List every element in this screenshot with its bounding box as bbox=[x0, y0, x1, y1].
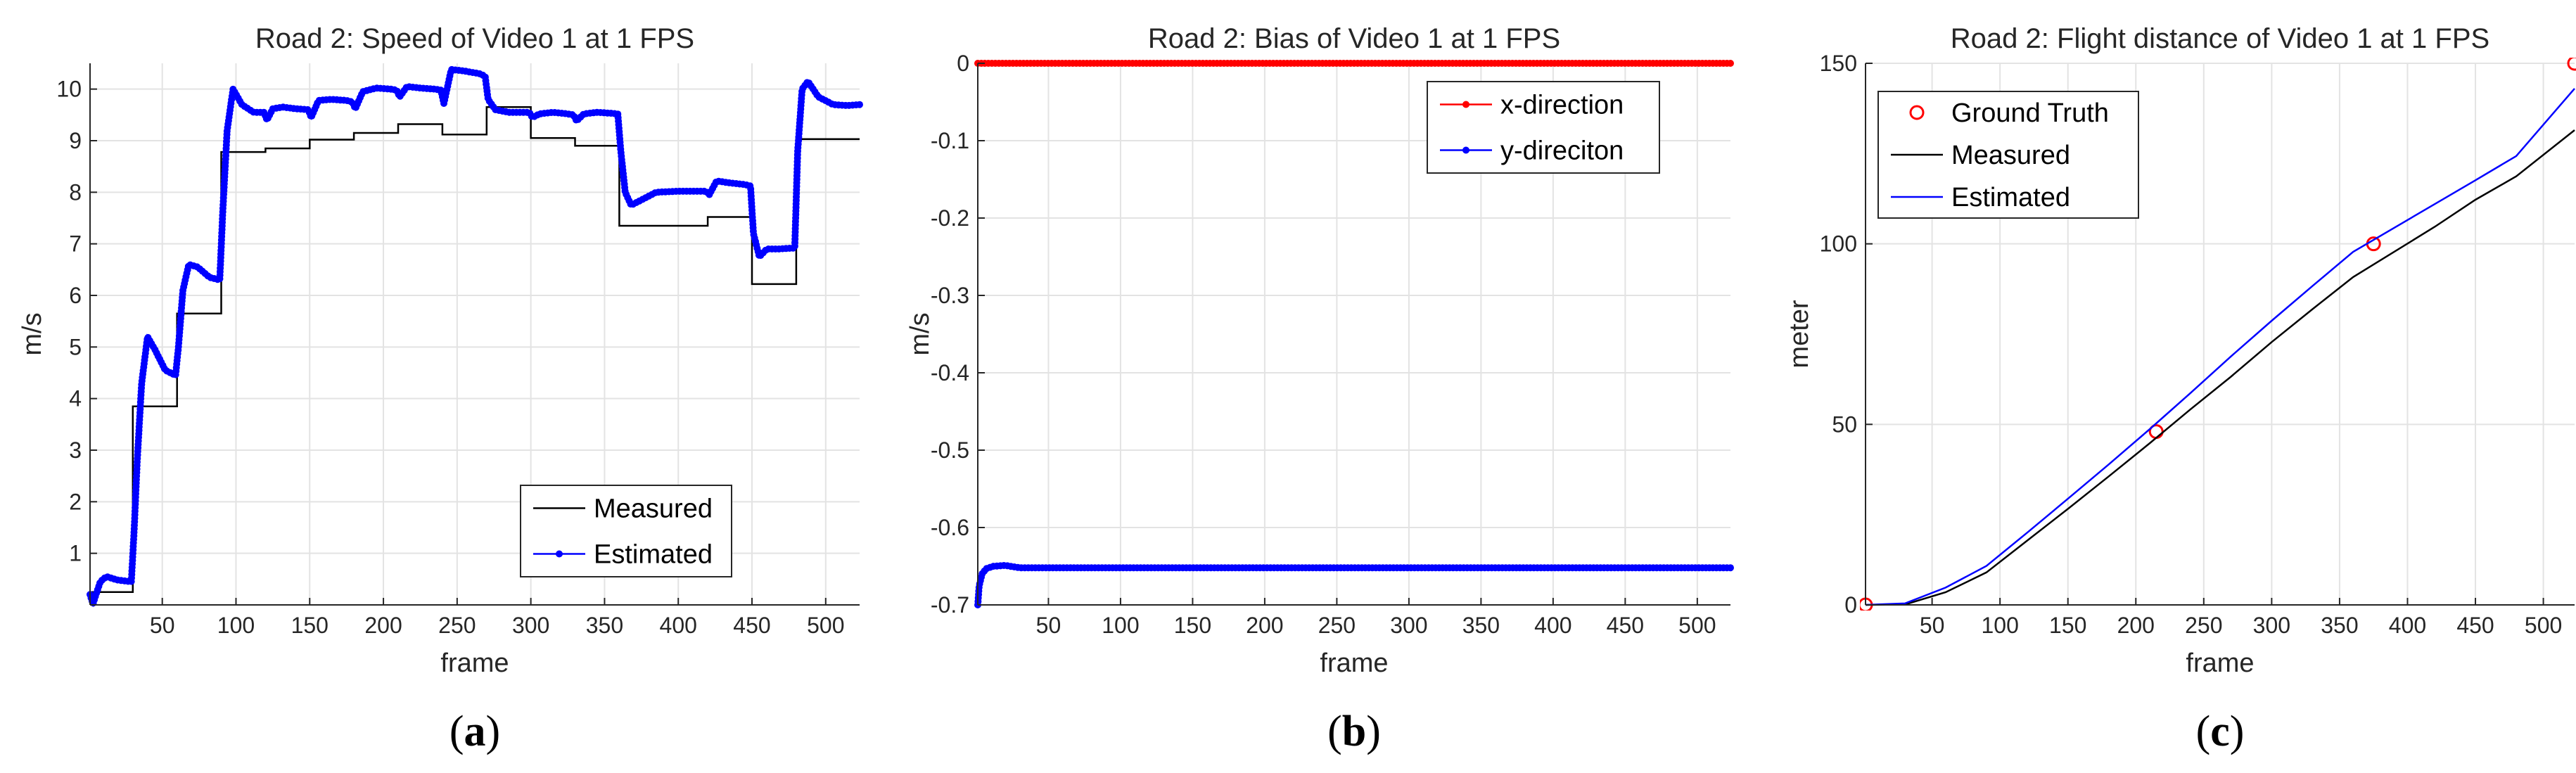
x-tick-label: 250 bbox=[1318, 613, 1356, 638]
legend-marker bbox=[556, 550, 563, 558]
y-tick-label: -0.2 bbox=[931, 205, 969, 231]
x-tick-label: 400 bbox=[1534, 613, 1571, 638]
y-tick-label: -0.6 bbox=[931, 515, 969, 540]
panel-label: (a) bbox=[449, 708, 500, 755]
legend-label: Ground Truth bbox=[1951, 98, 2109, 128]
plot-area bbox=[90, 63, 860, 605]
x-axis-label: frame bbox=[1320, 649, 1388, 678]
y-tick-label: 10 bbox=[56, 77, 82, 102]
series-measured-line bbox=[1865, 129, 2575, 606]
y-tick-label: 2 bbox=[69, 489, 82, 514]
y-tick-label: 8 bbox=[69, 179, 82, 205]
y-tick-label: 0 bbox=[957, 51, 969, 76]
series-y-direciton-marker bbox=[1727, 564, 1734, 572]
x-tick-label: 450 bbox=[2456, 613, 2494, 638]
legend-label: x-direction bbox=[1500, 91, 1624, 120]
series-x-direction-marker bbox=[1727, 60, 1734, 67]
x-tick-label: 250 bbox=[438, 613, 476, 638]
y-tick-label: 3 bbox=[69, 437, 82, 463]
y-tick-label: 150 bbox=[1820, 51, 1857, 76]
x-tick-label: 150 bbox=[2049, 613, 2086, 638]
y-tick-label: 7 bbox=[69, 231, 82, 257]
x-tick-label: 350 bbox=[2321, 613, 2358, 638]
y-tick-label: 0 bbox=[1844, 592, 1857, 618]
chart-panel-a: 50 100 150 200 250 300 350 400 450 500 1 2 3 4 5 6 7 8 9 10… bbox=[18, 23, 863, 755]
x-tick-label: 200 bbox=[2117, 613, 2155, 638]
chart-title: Road 2: Flight distance of Video 1 at 1 … bbox=[1951, 23, 2489, 54]
y-tick-label: 5 bbox=[69, 334, 82, 359]
chart-panel-b: 50 100 150 200 250 300 350 400 450 500 0 -0.1 -0.2 -0… bbox=[905, 23, 1734, 755]
series-ground-truth-point bbox=[2567, 58, 2576, 71]
y-tick-label: -0.7 bbox=[931, 592, 969, 618]
x-tick-label: 250 bbox=[2185, 613, 2222, 638]
x-tick-label: 100 bbox=[1102, 613, 1139, 638]
x-tick-label: 300 bbox=[2253, 613, 2290, 638]
panel-label: (b) bbox=[1327, 708, 1381, 755]
y-tick-label: 9 bbox=[69, 128, 82, 153]
x-axis-label: frame bbox=[440, 649, 509, 678]
x-tick-label: 150 bbox=[291, 613, 329, 638]
x-tick-label: 400 bbox=[2389, 613, 2426, 638]
legend-label: Measured bbox=[1951, 141, 2070, 170]
legend-box bbox=[1427, 81, 1660, 174]
y-tick-label: -0.4 bbox=[931, 360, 969, 385]
legend-marker bbox=[1462, 101, 1469, 108]
legend-box bbox=[520, 485, 732, 577]
x-tick-label: 300 bbox=[512, 613, 549, 638]
x-tick-label: 100 bbox=[217, 613, 255, 638]
panel-label: (c) bbox=[2196, 708, 2245, 755]
legend: Ground Truth Measured Estimated bbox=[1877, 91, 2139, 219]
chart-panel-c: 50 100 150 200 250 300 350 400 450 500 0 50 100 150 Ro… bbox=[1785, 23, 2576, 755]
legend-marker bbox=[1909, 105, 1925, 120]
x-axis-label: frame bbox=[2186, 649, 2254, 678]
y-tick-label: 1 bbox=[69, 541, 82, 566]
x-tick-label: 200 bbox=[364, 613, 402, 638]
series-group bbox=[1860, 58, 2576, 611]
legend-label: Estimated bbox=[594, 540, 713, 570]
chart-title: Road 2: Bias of Video 1 at 1 FPS bbox=[1148, 23, 1560, 54]
x-tick-label: 300 bbox=[1390, 613, 1427, 638]
x-tick-label: 400 bbox=[660, 613, 697, 638]
x-tick-label: 150 bbox=[1174, 613, 1211, 638]
x-tick-label: 50 bbox=[1036, 613, 1061, 638]
y-tick-label: 50 bbox=[1832, 411, 1857, 437]
x-tick-label: 50 bbox=[1920, 613, 1945, 638]
legend: x-direction y-direciton bbox=[1427, 81, 1660, 174]
x-tick-label: 450 bbox=[733, 613, 770, 638]
x-tick-label: 350 bbox=[1462, 613, 1500, 638]
x-tick-label: 500 bbox=[1678, 613, 1716, 638]
series-group bbox=[87, 65, 863, 608]
y-tick-label: -0.1 bbox=[931, 128, 969, 153]
legend-label: Estimated bbox=[1951, 183, 2070, 212]
y-tick-label: -0.3 bbox=[931, 283, 969, 308]
y-tick-label: 100 bbox=[1820, 231, 1857, 257]
x-tick-label: 500 bbox=[807, 613, 844, 638]
legend-marker bbox=[1462, 146, 1469, 154]
series-estimated-marker bbox=[856, 101, 863, 108]
series-measured-line bbox=[90, 106, 860, 593]
y-tick-label: 4 bbox=[69, 386, 82, 411]
legend: Measured Estimated bbox=[520, 485, 732, 577]
legend-label: y-direciton bbox=[1500, 136, 1624, 166]
y-axis-label: meter bbox=[1785, 300, 1814, 368]
y-axis-label: m/s bbox=[905, 312, 935, 355]
y-axis-label: m/s bbox=[18, 312, 47, 355]
x-tick-label: 500 bbox=[2525, 613, 2562, 638]
x-tick-label: 100 bbox=[1981, 613, 2018, 638]
x-tick-label: 350 bbox=[586, 613, 623, 638]
series-group bbox=[974, 60, 1734, 608]
x-tick-label: 50 bbox=[150, 613, 175, 638]
x-tick-label: 200 bbox=[1246, 613, 1283, 638]
chart-title: Road 2: Speed of Video 1 at 1 FPS bbox=[255, 23, 694, 54]
series-estimated-line bbox=[1865, 88, 2575, 606]
y-tick-label: 6 bbox=[69, 283, 82, 308]
legend-label: Measured bbox=[594, 494, 713, 524]
y-tick-label: -0.5 bbox=[931, 437, 969, 463]
x-tick-label: 450 bbox=[1607, 613, 1644, 638]
